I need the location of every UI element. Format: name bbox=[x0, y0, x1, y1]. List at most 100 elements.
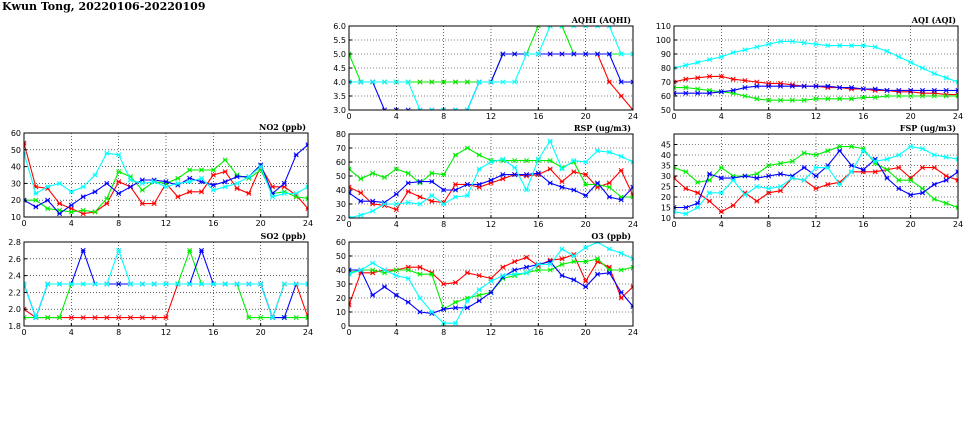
y-tick-label: 2.6 bbox=[8, 255, 21, 264]
data-point bbox=[429, 198, 435, 204]
data-point bbox=[931, 152, 937, 158]
x-tick-label: 20 bbox=[906, 220, 916, 229]
data-point bbox=[789, 83, 795, 89]
x-tick-label: 16 bbox=[858, 220, 868, 229]
data-point bbox=[358, 176, 364, 182]
data-point bbox=[210, 167, 216, 173]
data-point bbox=[801, 83, 807, 89]
data-point bbox=[210, 182, 216, 188]
data-point bbox=[559, 184, 565, 190]
data-point bbox=[594, 26, 601, 29]
data-point bbox=[116, 179, 122, 185]
y-tick-label: 20 bbox=[11, 196, 21, 205]
x-tick-label: 8 bbox=[116, 219, 121, 228]
data-point bbox=[151, 281, 157, 287]
data-point bbox=[683, 85, 689, 91]
data-point bbox=[618, 295, 624, 301]
x-tick-label: 8 bbox=[766, 220, 771, 229]
x-tick-label: 8 bbox=[116, 328, 121, 337]
data-point bbox=[358, 267, 364, 273]
data-point bbox=[139, 281, 145, 287]
data-point bbox=[523, 187, 530, 193]
data-point bbox=[955, 204, 958, 211]
y-tick-label: 15 bbox=[661, 204, 671, 213]
y-tick-label: 80 bbox=[336, 130, 346, 139]
data-point bbox=[943, 173, 949, 179]
data-point bbox=[547, 180, 553, 186]
data-point bbox=[246, 174, 252, 180]
y-tick-label: 35 bbox=[661, 162, 671, 171]
data-point bbox=[429, 193, 435, 199]
data-point bbox=[92, 281, 98, 287]
data-point bbox=[535, 170, 541, 176]
data-point bbox=[860, 94, 866, 100]
data-point bbox=[884, 87, 890, 93]
data-point bbox=[175, 180, 181, 186]
data-point bbox=[80, 315, 86, 321]
data-point bbox=[606, 180, 612, 186]
data-point bbox=[571, 277, 577, 283]
x-tick-label: 24 bbox=[303, 328, 313, 337]
data-point bbox=[305, 315, 308, 321]
chart-title: O3 (ppb) bbox=[591, 231, 631, 241]
x-tick-label: 0 bbox=[346, 328, 351, 337]
data-point bbox=[718, 73, 724, 79]
data-point bbox=[417, 79, 423, 85]
data-point bbox=[919, 65, 926, 71]
x-tick-label: 8 bbox=[441, 328, 446, 337]
data-point bbox=[370, 292, 376, 298]
data-point bbox=[370, 208, 376, 214]
data-point bbox=[523, 264, 530, 270]
x-tick-label: 12 bbox=[486, 112, 496, 121]
data-point bbox=[630, 159, 633, 165]
data-point bbox=[583, 159, 589, 165]
data-point bbox=[594, 51, 601, 57]
data-point bbox=[683, 186, 689, 192]
data-point bbox=[571, 51, 577, 57]
data-point bbox=[606, 149, 612, 155]
data-point bbox=[381, 201, 388, 207]
data-point bbox=[801, 150, 807, 156]
x-tick-label: 4 bbox=[69, 219, 74, 228]
data-point bbox=[222, 281, 228, 287]
data-point bbox=[754, 175, 760, 181]
y-tick-label: 50 bbox=[11, 146, 21, 155]
x-tick-label: 4 bbox=[69, 328, 74, 337]
data-point bbox=[718, 54, 724, 60]
data-point bbox=[500, 264, 506, 270]
data-point bbox=[80, 281, 86, 287]
data-point bbox=[234, 174, 240, 180]
data-point bbox=[813, 165, 819, 171]
data-point bbox=[127, 315, 134, 321]
data-point bbox=[441, 172, 447, 178]
chart-title: NO2 (ppb) bbox=[259, 122, 306, 132]
data-point bbox=[896, 165, 902, 171]
data-point bbox=[222, 184, 228, 190]
data-point bbox=[116, 247, 122, 253]
data-point bbox=[943, 75, 949, 81]
data-point bbox=[305, 184, 308, 190]
y-tick-label: 40 bbox=[11, 163, 21, 172]
data-point bbox=[92, 315, 98, 321]
x-tick-label: 4 bbox=[394, 112, 399, 121]
y-tick-label: 2.0 bbox=[8, 305, 21, 314]
x-tick-label: 12 bbox=[811, 220, 821, 229]
data-point bbox=[801, 165, 807, 171]
data-point bbox=[381, 267, 388, 273]
data-point bbox=[955, 79, 958, 85]
data-point bbox=[630, 107, 633, 110]
data-point bbox=[198, 281, 205, 287]
data-point bbox=[630, 79, 633, 85]
data-point bbox=[104, 315, 110, 321]
data-point bbox=[884, 175, 890, 181]
data-point bbox=[896, 87, 902, 93]
data-point bbox=[269, 194, 276, 200]
data-point bbox=[246, 281, 252, 287]
x-tick-label: 4 bbox=[719, 220, 724, 229]
data-point bbox=[512, 79, 518, 85]
data-point bbox=[606, 184, 612, 190]
y-tick-label: 6.0 bbox=[333, 22, 346, 31]
chart-aqhi: 0 4 8 12 16 20 24 3.0 3.5 4.0 4.5 5.0 5.5 6.0 AQHI (AQ… bbox=[333, 15, 638, 121]
data-point bbox=[488, 278, 494, 284]
data-point bbox=[683, 169, 689, 175]
